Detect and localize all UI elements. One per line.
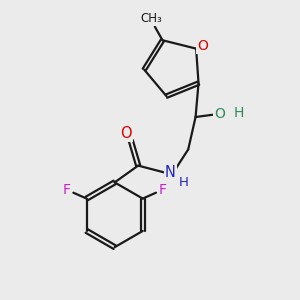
- Text: O: O: [197, 39, 208, 53]
- Text: F: F: [158, 183, 166, 197]
- Text: H: H: [178, 176, 188, 189]
- Text: F: F: [63, 183, 71, 197]
- Text: H: H: [234, 106, 244, 120]
- Text: CH₃: CH₃: [140, 13, 162, 26]
- Text: O: O: [121, 126, 132, 141]
- Text: N: N: [165, 166, 176, 181]
- Text: O: O: [214, 107, 226, 121]
